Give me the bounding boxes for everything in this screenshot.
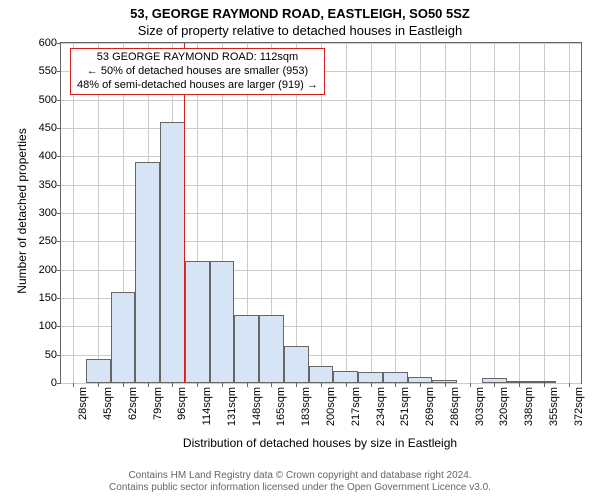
y-tick-label: 0: [51, 377, 57, 389]
histogram-bar: [309, 366, 334, 383]
y-tick-label: 100: [39, 320, 57, 332]
histogram-bar: [432, 380, 457, 383]
gridline: [420, 43, 421, 383]
gridline: [445, 43, 446, 383]
histogram-bar: [333, 371, 358, 383]
x-tick-label: 269sqm: [424, 387, 436, 426]
x-tick-label: 303sqm: [474, 387, 486, 426]
x-tick-label: 338sqm: [523, 387, 535, 426]
y-tick-label: 500: [39, 94, 57, 106]
histogram-bar: [358, 372, 383, 383]
x-tick-label: 96sqm: [176, 387, 188, 420]
histogram-bar: [482, 378, 507, 383]
x-tick-label: 372sqm: [573, 387, 585, 426]
gridline: [371, 43, 372, 383]
histogram-bar: [259, 315, 284, 383]
x-tick-label: 234sqm: [375, 387, 387, 426]
annotation-box: 53 GEORGE RAYMOND ROAD: 112sqm← 50% of d…: [70, 48, 325, 95]
gridline: [494, 43, 495, 383]
footer-attribution: Contains HM Land Registry data © Crown c…: [0, 470, 600, 494]
x-tick-label: 62sqm: [127, 387, 139, 420]
x-tick-label: 200sqm: [325, 387, 337, 426]
annotation-line: 48% of semi-detached houses are larger (…: [77, 79, 318, 93]
gridline: [346, 43, 347, 383]
histogram-bar: [135, 162, 160, 383]
gridline: [395, 43, 396, 383]
x-tick-label: 251sqm: [399, 387, 411, 426]
annotation-line: ← 50% of detached houses are smaller (95…: [77, 65, 318, 79]
gridline: [544, 43, 545, 383]
x-tick-label: 45sqm: [102, 387, 114, 420]
x-tick-label: 286sqm: [449, 387, 461, 426]
y-tick-label: 300: [39, 207, 57, 219]
chart-title-2: Size of property relative to detached ho…: [0, 21, 600, 38]
footer-line-1: Contains HM Land Registry data © Crown c…: [0, 470, 600, 482]
histogram-bar: [160, 122, 185, 383]
histogram-bar: [531, 381, 556, 383]
y-tick-label: 150: [39, 292, 57, 304]
histogram-bar: [210, 261, 235, 383]
footer-line-2: Contains public sector information licen…: [0, 482, 600, 494]
x-tick-label: 114sqm: [201, 387, 213, 425]
histogram-bar: [234, 315, 259, 383]
x-tick-label: 183sqm: [300, 387, 312, 426]
x-tick-label: 217sqm: [350, 387, 362, 426]
y-tick-label: 450: [39, 122, 57, 134]
histogram-bar: [284, 346, 309, 383]
y-tick-label: 400: [39, 150, 57, 162]
gridline: [569, 43, 570, 383]
y-tick-label: 200: [39, 264, 57, 276]
x-tick-label: 320sqm: [498, 387, 510, 426]
x-axis-label: Distribution of detached houses by size …: [60, 436, 580, 450]
gridline: [470, 43, 471, 383]
x-tick-label: 28sqm: [77, 387, 89, 420]
y-tick-label: 50: [45, 349, 57, 361]
x-tick-label: 131sqm: [226, 387, 238, 426]
y-tick-label: 250: [39, 235, 57, 247]
y-axis-label: Number of detached properties: [15, 111, 29, 311]
annotation-line: 53 GEORGE RAYMOND ROAD: 112sqm: [77, 51, 318, 65]
chart-container: 53, GEORGE RAYMOND ROAD, EASTLEIGH, SO50…: [0, 0, 600, 500]
x-tick-label: 355sqm: [548, 387, 560, 426]
histogram-bar: [383, 372, 408, 383]
x-tick-label: 165sqm: [275, 387, 287, 426]
y-tick-label: 550: [39, 65, 57, 77]
histogram-bar: [86, 359, 111, 383]
x-tick-label: 79sqm: [152, 387, 164, 420]
chart-title-1: 53, GEORGE RAYMOND ROAD, EASTLEIGH, SO50…: [0, 0, 600, 21]
y-tick-label: 600: [39, 37, 57, 49]
gridline: [519, 43, 520, 383]
histogram-bar: [408, 377, 433, 383]
histogram-bar: [185, 261, 210, 383]
histogram-bar: [111, 292, 136, 383]
histogram-bar: [507, 381, 532, 383]
x-tick-label: 148sqm: [251, 387, 263, 426]
y-tick-label: 350: [39, 179, 57, 191]
